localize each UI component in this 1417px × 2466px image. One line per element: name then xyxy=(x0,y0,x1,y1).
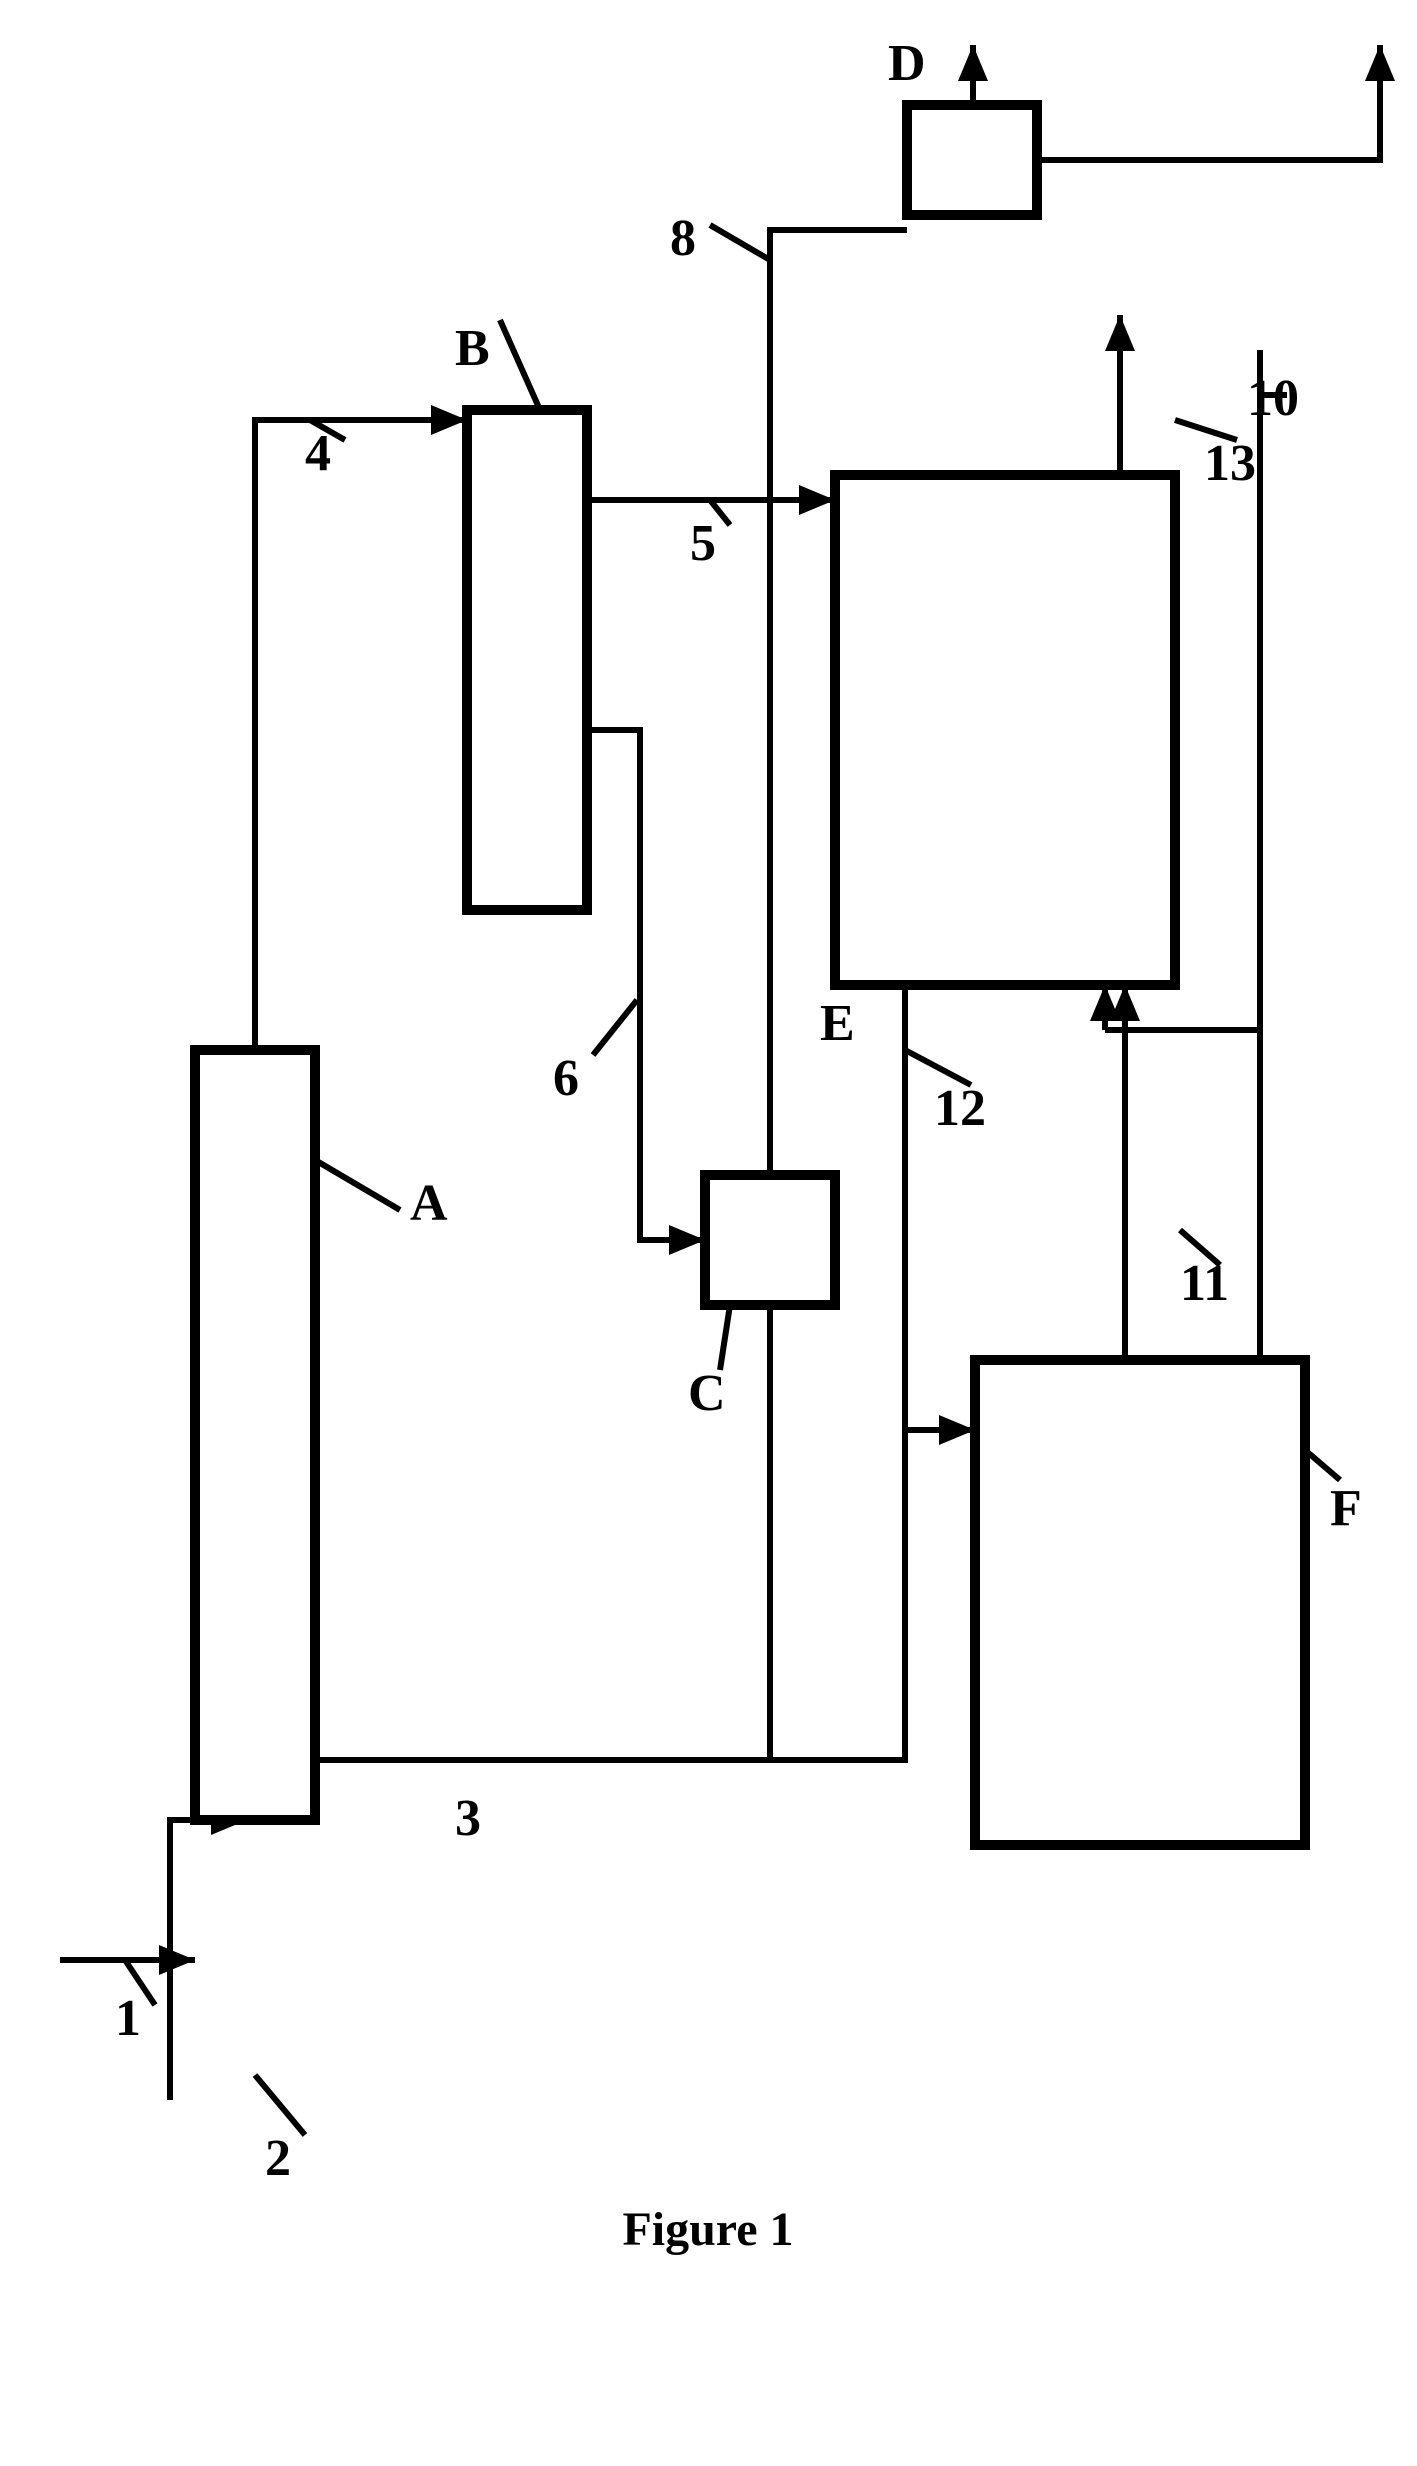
leader-lA xyxy=(315,1160,400,1210)
flow-label-6: 6 xyxy=(553,1050,579,1107)
flow-f12 xyxy=(830,985,905,1760)
leader-l8 xyxy=(710,225,770,260)
node-E xyxy=(835,475,1175,985)
flow-label-10: 10 xyxy=(1247,370,1299,427)
flow-f6 xyxy=(587,730,705,1240)
node-label-C: C xyxy=(688,1365,726,1422)
node-label-B: B xyxy=(455,320,490,377)
flow-f8 xyxy=(1037,45,1380,160)
node-label-A: A xyxy=(410,1175,448,1232)
node-A xyxy=(195,1050,315,1820)
flow-label-11: 11 xyxy=(1180,1255,1229,1312)
flow-label-1: 1 xyxy=(115,1990,141,2047)
flow-label-5: 5 xyxy=(690,515,716,572)
flow-label-12: 12 xyxy=(934,1080,986,1137)
leader-lB xyxy=(500,320,540,410)
leader-l2 xyxy=(255,2075,305,2135)
node-label-E: E xyxy=(820,995,855,1052)
node-D xyxy=(907,105,1037,215)
flow-f4 xyxy=(255,420,467,1050)
node-F xyxy=(975,1360,1305,1845)
flow-label-2: 2 xyxy=(265,2130,291,2187)
flow-label-8: 8 xyxy=(670,210,696,267)
flow-label-3: 3 xyxy=(455,1790,481,1847)
flow-f3 xyxy=(280,1760,830,1820)
node-C xyxy=(705,1175,835,1305)
node-label-F: F xyxy=(1330,1480,1362,1537)
figure-caption: Figure 1 xyxy=(622,2203,793,2256)
leader-l6 xyxy=(593,1000,637,1055)
leader-lF xyxy=(1305,1450,1340,1480)
flow-label-13: 13 xyxy=(1204,435,1256,492)
node-B xyxy=(467,410,587,910)
figure-1-diagram: ABCDEF123456810111213 Figure 1 xyxy=(0,0,1417,2466)
node-label-D: D xyxy=(888,35,926,92)
leader-lC xyxy=(720,1305,730,1370)
flow-label-4: 4 xyxy=(305,425,331,482)
